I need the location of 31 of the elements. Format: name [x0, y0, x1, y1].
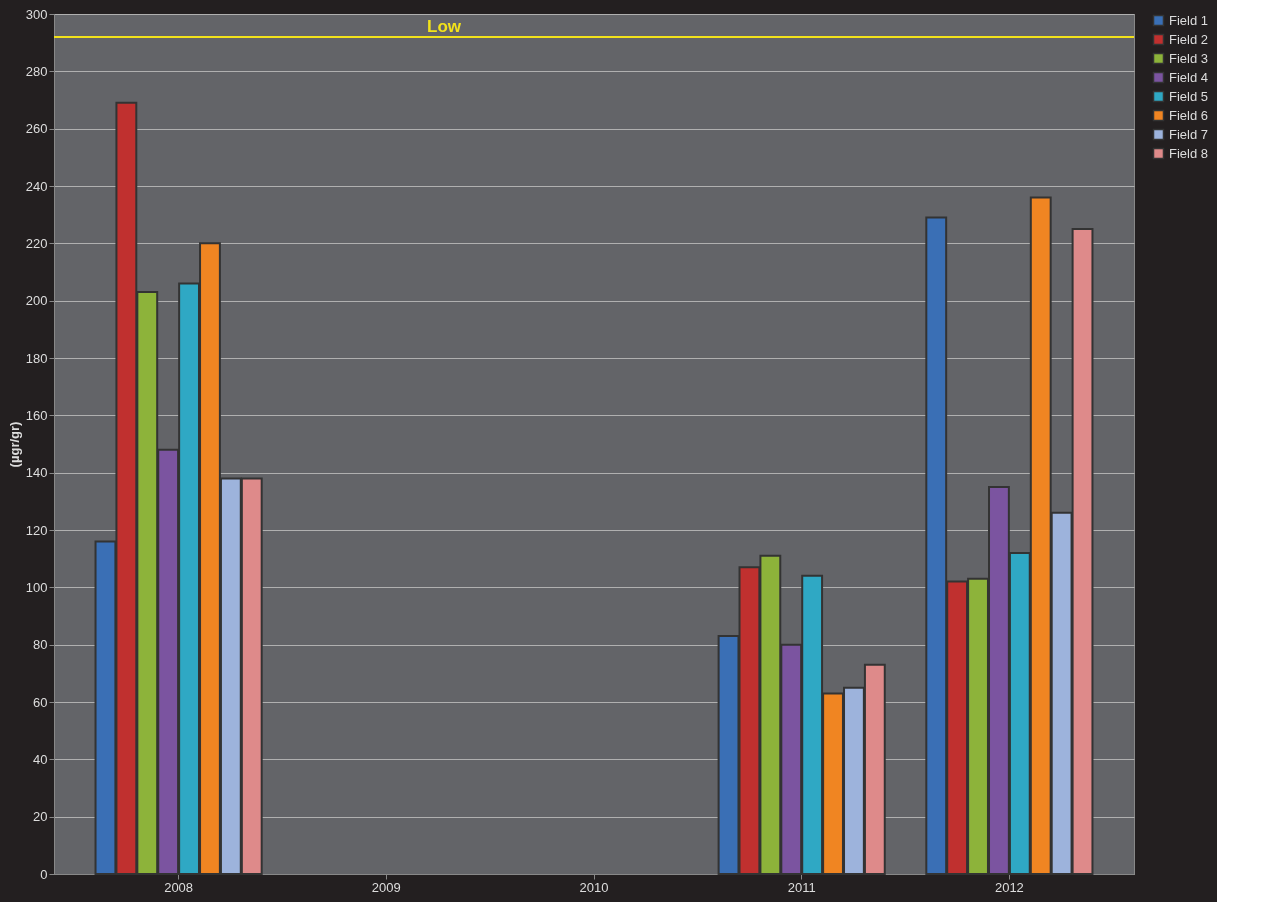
y-tick-label: 300 — [25, 6, 48, 22]
y-tick-label: 0 — [40, 866, 48, 882]
y-axis-title: (µgr/gr) — [6, 421, 22, 468]
legend-label: Field 8 — [1169, 145, 1209, 161]
x-tick-label: 2010 — [579, 879, 609, 895]
legend-label: Field 5 — [1169, 88, 1209, 104]
y-tick-label: 160 — [25, 407, 48, 423]
y-tick-label: 280 — [25, 63, 48, 79]
x-tick-label: 2008 — [164, 879, 194, 895]
legend-label: Field 6 — [1169, 107, 1209, 123]
y-tick-label: 140 — [25, 465, 48, 481]
ref-line-label: Low — [427, 16, 462, 36]
x-tick-label: 2009 — [371, 879, 401, 895]
y-tick-label: 200 — [25, 293, 48, 309]
legend-label: Field 1 — [1169, 12, 1209, 28]
y-tick-label: 180 — [25, 350, 48, 366]
y-tick-label: 260 — [25, 121, 48, 137]
y-tick-label: 20 — [33, 809, 48, 825]
legend-label: Field 7 — [1169, 126, 1209, 142]
legend-label: Field 2 — [1169, 31, 1209, 47]
y-tick-label: 100 — [25, 579, 48, 595]
legend-label: Field 4 — [1169, 69, 1209, 85]
y-tick-label: 120 — [25, 522, 48, 538]
x-tick-label: 2011 — [787, 879, 816, 895]
legend-label: Field 3 — [1169, 50, 1209, 66]
y-tick-label: 220 — [25, 235, 48, 251]
y-tick-label: 80 — [33, 637, 48, 653]
x-tick-label: 2012 — [994, 879, 1024, 895]
y-tick-label: 40 — [33, 751, 48, 767]
y-tick-label: 240 — [25, 178, 48, 194]
y-tick-label: 60 — [33, 694, 48, 710]
